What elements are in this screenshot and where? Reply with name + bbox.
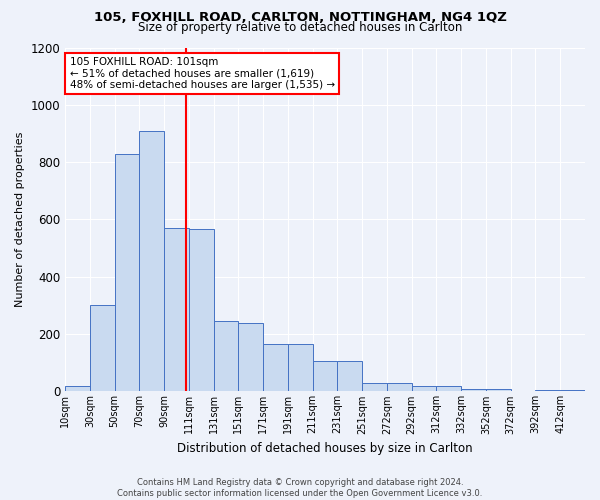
Bar — [387, 383, 412, 392]
Bar — [412, 386, 436, 392]
Bar — [90, 306, 115, 392]
Bar — [164, 228, 189, 392]
Bar — [535, 390, 560, 392]
Bar — [238, 322, 263, 392]
Bar — [436, 386, 461, 392]
Bar — [189, 230, 214, 392]
Bar — [139, 130, 164, 392]
Bar — [560, 390, 585, 392]
Text: 105 FOXHILL ROAD: 101sqm
← 51% of detached houses are smaller (1,619)
48% of sem: 105 FOXHILL ROAD: 101sqm ← 51% of detach… — [70, 56, 335, 90]
Bar — [288, 344, 313, 392]
Bar — [337, 362, 362, 392]
Bar — [115, 154, 139, 392]
Y-axis label: Number of detached properties: Number of detached properties — [15, 132, 25, 307]
Text: Size of property relative to detached houses in Carlton: Size of property relative to detached ho… — [138, 21, 462, 34]
Bar — [214, 321, 238, 392]
X-axis label: Distribution of detached houses by size in Carlton: Distribution of detached houses by size … — [177, 442, 473, 455]
Bar — [263, 344, 288, 392]
Bar — [313, 362, 337, 392]
Bar — [461, 388, 486, 392]
Text: 105, FOXHILL ROAD, CARLTON, NOTTINGHAM, NG4 1QZ: 105, FOXHILL ROAD, CARLTON, NOTTINGHAM, … — [94, 11, 506, 24]
Text: Contains HM Land Registry data © Crown copyright and database right 2024.
Contai: Contains HM Land Registry data © Crown c… — [118, 478, 482, 498]
Bar — [486, 388, 511, 392]
Bar — [65, 386, 90, 392]
Bar — [362, 383, 387, 392]
